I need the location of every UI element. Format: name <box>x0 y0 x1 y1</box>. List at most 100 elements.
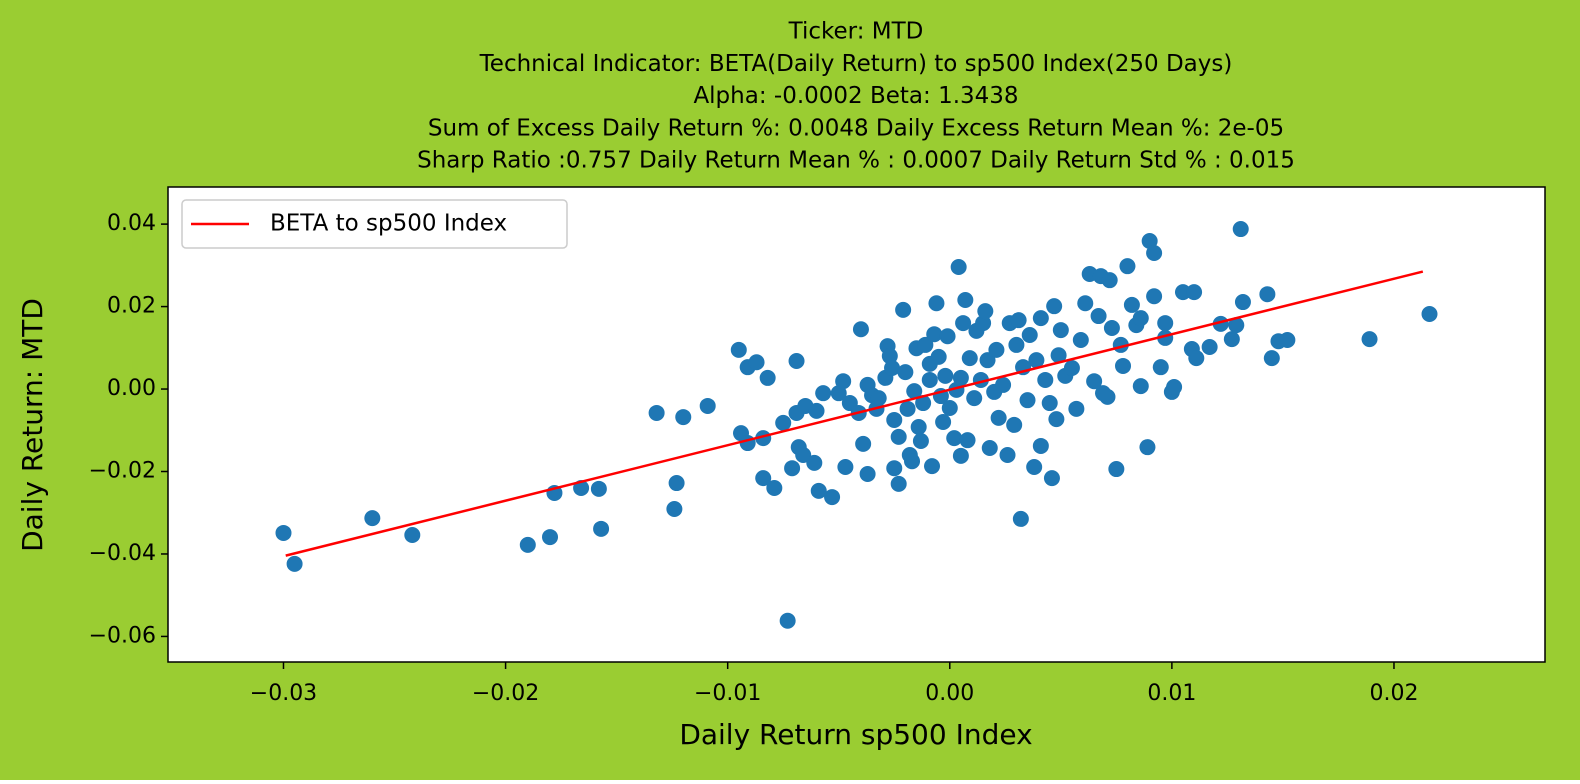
legend-label: BETA to sp500 Index <box>270 211 507 237</box>
x-axis-label: Daily Return sp500 Index <box>679 718 1032 751</box>
scatter-point <box>1186 284 1203 301</box>
x-tick-label: −0.01 <box>694 681 761 706</box>
scatter-point <box>593 520 610 537</box>
scatter-point <box>815 385 832 402</box>
y-tick-label: −0.02 <box>89 459 156 484</box>
scatter-point <box>1041 395 1058 412</box>
scatter-point <box>859 465 876 482</box>
scatter-point <box>699 397 716 414</box>
scatter-point <box>1132 378 1149 395</box>
y-tick-label: −0.06 <box>89 623 156 648</box>
scatter-point <box>881 348 898 365</box>
scatter-point <box>808 402 825 419</box>
scatter-point <box>1139 439 1156 456</box>
scatter-point <box>890 428 907 445</box>
scatter-point <box>915 395 932 412</box>
scatter-point <box>966 390 983 407</box>
scatter-point <box>806 454 823 471</box>
scatter-point <box>886 411 903 428</box>
scatter-point <box>957 291 974 308</box>
x-tick-label: 0.00 <box>925 681 974 706</box>
scatter-point <box>981 440 998 457</box>
y-tick-label: 0.02 <box>107 294 156 319</box>
scatter-point <box>1263 350 1280 367</box>
scatter-point <box>939 328 956 345</box>
scatter-point <box>1028 352 1045 369</box>
scatter-point <box>884 360 901 377</box>
scatter-point <box>975 315 992 332</box>
scatter-point <box>784 460 801 477</box>
chart-title: Sharp Ratio :0.757 Daily Return Mean % :… <box>417 148 1295 174</box>
scatter-point <box>917 336 934 353</box>
scatter-point <box>519 536 536 553</box>
x-tick-label: 0.02 <box>1369 681 1418 706</box>
scatter-point <box>946 430 963 447</box>
scatter-point <box>675 409 692 426</box>
scatter-point <box>795 447 812 464</box>
scatter-point <box>988 341 1005 358</box>
scatter-point <box>935 414 952 431</box>
scatter-point <box>1361 331 1378 348</box>
chart-title: Technical Indicator: BETA(Daily Return) … <box>479 51 1233 77</box>
scatter-point <box>824 489 841 506</box>
scatter-point <box>1032 437 1049 454</box>
scatter-point <box>1123 296 1140 313</box>
chart-title: Alpha: -0.0002 Beta: 1.3438 <box>693 83 1018 109</box>
scatter-point <box>921 371 938 388</box>
scatter-point <box>924 458 941 475</box>
scatter-point <box>1132 310 1149 327</box>
scatter-point <box>1228 317 1245 334</box>
scatter-point <box>950 258 967 275</box>
scatter-point <box>890 475 907 492</box>
scatter-point <box>1043 470 1060 487</box>
scatter-point <box>999 447 1016 464</box>
scatter-point <box>955 315 972 332</box>
scatter-point <box>906 383 923 400</box>
scatter-point <box>897 364 914 381</box>
scatter-point <box>835 373 852 390</box>
scatter-point <box>1050 347 1067 364</box>
scatter-point <box>775 414 792 431</box>
scatter-point <box>668 475 685 492</box>
scatter-point <box>1421 305 1438 322</box>
x-tick-label: −0.03 <box>250 681 317 706</box>
scatter-point <box>1166 378 1183 395</box>
scatter-point <box>912 432 929 449</box>
x-tick-label: 0.01 <box>1147 681 1196 706</box>
scatter-point <box>1103 320 1120 337</box>
scatter-point <box>810 482 827 499</box>
scatter-point <box>990 409 1007 426</box>
scatter-point <box>766 479 783 496</box>
scatter-point <box>928 295 945 312</box>
scatter-point <box>870 390 887 407</box>
scatter-point <box>1026 458 1043 475</box>
scatter-point <box>852 321 869 338</box>
scatter-point <box>1086 373 1103 390</box>
scatter-point <box>904 453 921 470</box>
scatter-point <box>1152 359 1169 376</box>
scatter-point <box>941 400 958 417</box>
scatter-point <box>1008 336 1025 353</box>
scatter-point <box>837 458 854 475</box>
scatter-point <box>886 460 903 477</box>
scatter-point <box>1012 510 1029 527</box>
scatter-point <box>1146 244 1163 261</box>
scatter-point <box>648 404 665 421</box>
scatter-point <box>788 353 805 370</box>
scatter-point <box>1108 461 1125 478</box>
scatter-point <box>977 303 994 320</box>
scatter-point <box>759 369 776 386</box>
scatter-point <box>404 527 421 544</box>
scatter-point <box>1068 400 1085 417</box>
scatter-point <box>1115 357 1132 374</box>
scatter-point <box>1232 221 1249 238</box>
scatter-point <box>1279 331 1296 348</box>
scatter-point <box>1157 315 1174 332</box>
scatter-point <box>1146 288 1163 305</box>
scatter-point <box>1052 322 1069 339</box>
scatter-point <box>748 354 765 371</box>
scatter-point <box>1019 392 1036 409</box>
legend-box <box>181 199 568 249</box>
